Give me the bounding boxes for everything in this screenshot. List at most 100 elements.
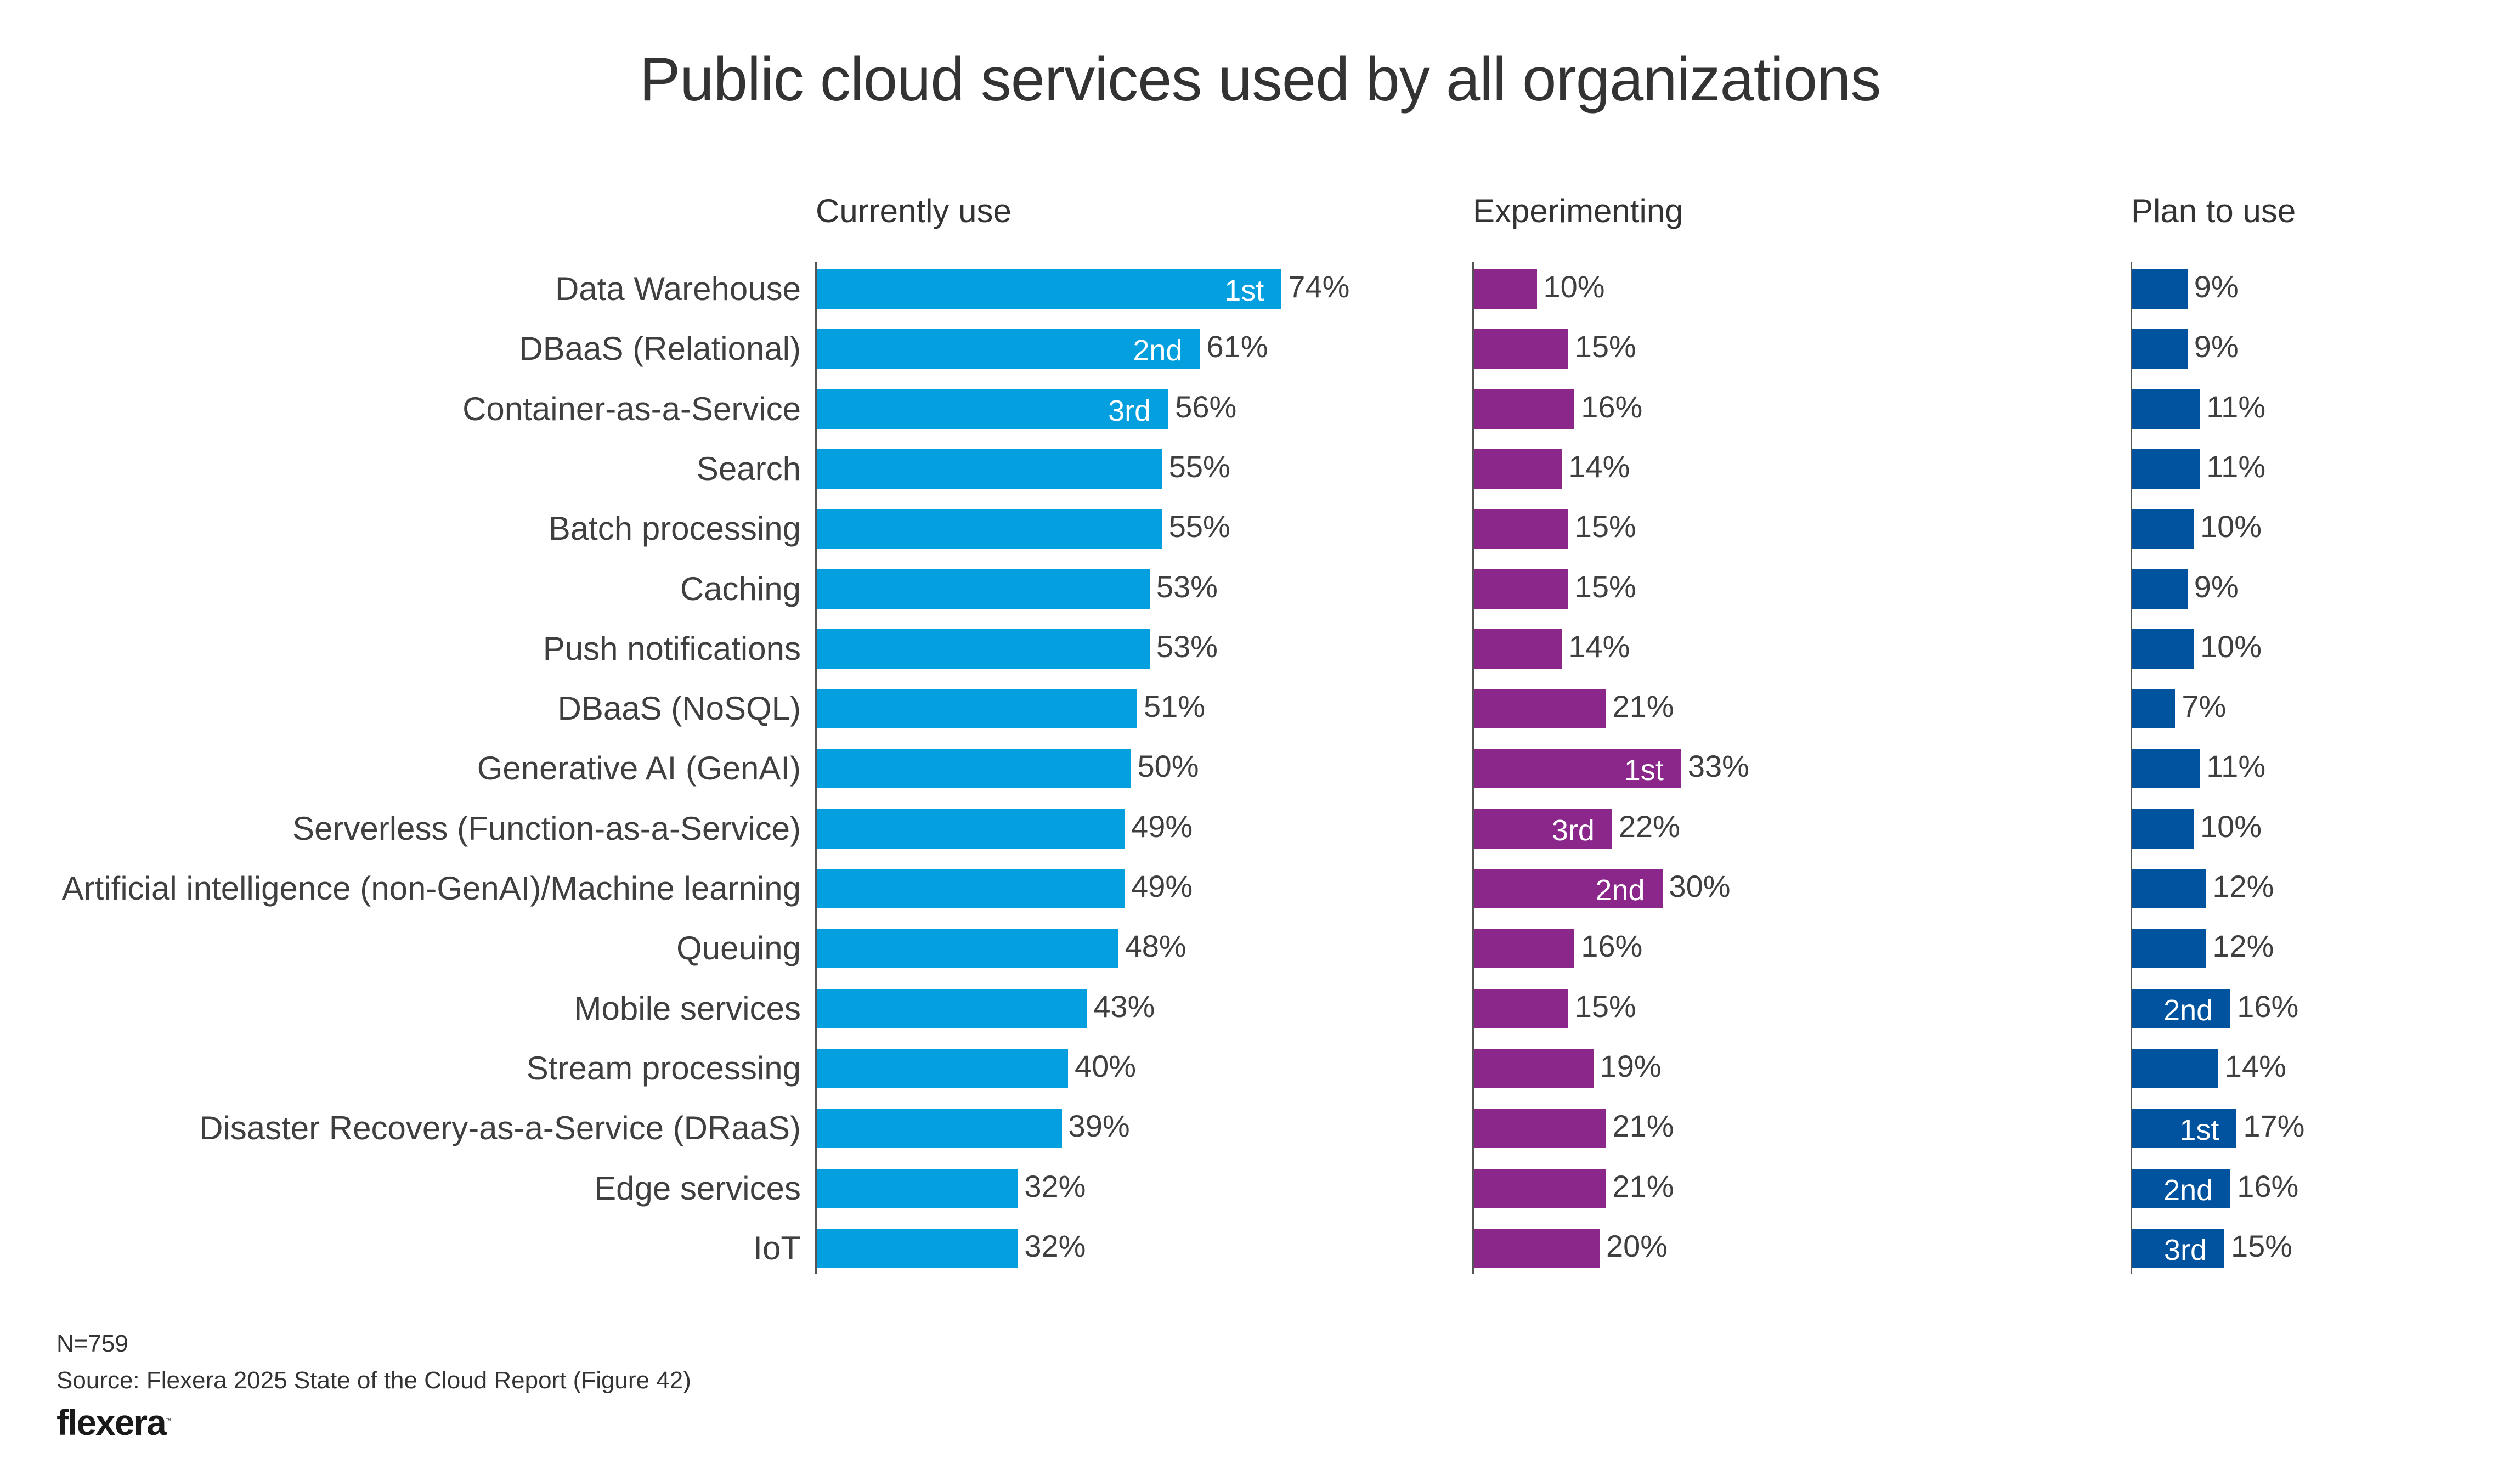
value-label-experimenting: 21% — [1612, 1168, 1674, 1203]
bar-plan-to-use — [2132, 929, 2206, 969]
rank-label-currently-use: 2nd — [1133, 334, 1183, 368]
bar-currently-use — [817, 629, 1150, 669]
bar-currently-use — [817, 389, 1169, 429]
bar-plan-to-use — [2132, 749, 2200, 789]
bar-currently-use — [817, 689, 1137, 729]
value-label-experimenting: 21% — [1612, 689, 1674, 724]
bar-currently-use — [817, 1109, 1062, 1149]
category-label: Generative AI (GenAI) — [477, 750, 801, 787]
bar-experimenting — [1474, 749, 1681, 789]
bar-experimenting — [1474, 809, 1612, 849]
bar-plan-to-use — [2132, 509, 2194, 549]
value-label-experimenting: 14% — [1568, 629, 1630, 664]
value-label-currently-use: 51% — [1143, 689, 1206, 724]
source-note: Source: Flexera 2025 State of the Cloud … — [56, 1367, 691, 1394]
rank-label-plan-to-use: 2nd — [2163, 993, 2213, 1027]
value-label-experimenting: 14% — [1568, 449, 1630, 484]
bar-experimenting — [1474, 1168, 1606, 1208]
value-label-experimenting: 15% — [1574, 569, 1636, 604]
bar-experimenting — [1474, 449, 1562, 489]
bar-plan-to-use — [2132, 869, 2206, 908]
category-label: Stream processing — [526, 1049, 801, 1087]
rank-label-plan-to-use: 3rd — [2163, 1233, 2207, 1267]
value-label-experimenting: 16% — [1581, 389, 1643, 424]
bar-plan-to-use — [2132, 689, 2176, 729]
bar-currently-use — [817, 1048, 1068, 1088]
rank-label-experimenting: 2nd — [1595, 874, 1645, 907]
bar-experimenting — [1474, 929, 1575, 969]
bar-plan-to-use — [2132, 389, 2200, 429]
rank-label-experimenting: 3rd — [1551, 813, 1595, 847]
column-header-experimenting: Experimenting — [1473, 193, 1683, 229]
value-label-plan-to-use: 11% — [2206, 449, 2266, 484]
value-label-plan-to-use: 12% — [2212, 929, 2274, 964]
bar-currently-use — [817, 929, 1118, 969]
value-label-experimenting: 20% — [1606, 1228, 1668, 1263]
value-label-currently-use: 53% — [1156, 569, 1218, 604]
value-label-currently-use: 48% — [1125, 929, 1186, 964]
value-label-experimenting: 21% — [1612, 1109, 1674, 1144]
bar-plan-to-use — [2132, 1228, 2224, 1268]
bar-plan-to-use — [2132, 809, 2194, 849]
category-label: DBaaS (NoSQL) — [557, 690, 801, 727]
bar-currently-use — [817, 569, 1150, 609]
value-label-currently-use: 61% — [1206, 329, 1268, 364]
category-label: Edge services — [594, 1169, 801, 1207]
value-label-experimenting: 15% — [1574, 329, 1636, 364]
value-label-plan-to-use: 10% — [2200, 809, 2262, 844]
value-label-currently-use: 39% — [1068, 1109, 1130, 1144]
category-label: Disaster Recovery-as-a-Service (DRaaS) — [199, 1110, 801, 1147]
bar-experimenting — [1474, 389, 1575, 429]
value-label-currently-use: 56% — [1175, 389, 1237, 424]
value-label-plan-to-use: 10% — [2200, 509, 2262, 544]
value-label-experimenting: 10% — [1543, 269, 1605, 304]
category-label: Search — [696, 450, 801, 487]
axis-line-experimenting — [1472, 262, 1474, 1274]
value-label-currently-use: 49% — [1131, 809, 1193, 844]
bar-plan-to-use — [2132, 269, 2188, 309]
column-header-plan-to-use: Plan to use — [2131, 193, 2296, 229]
bar-experimenting — [1474, 569, 1568, 609]
trademark-mark: ™ — [165, 1418, 171, 1424]
value-label-plan-to-use: 16% — [2237, 988, 2299, 1024]
value-label-currently-use: 49% — [1131, 869, 1193, 903]
bar-plan-to-use — [2132, 629, 2194, 669]
value-label-currently-use: 43% — [1093, 988, 1155, 1024]
bar-plan-to-use — [2132, 449, 2200, 489]
value-label-plan-to-use: 9% — [2194, 569, 2239, 604]
rank-label-plan-to-use: 1st — [2179, 1113, 2219, 1147]
bar-experimenting — [1474, 1228, 1600, 1268]
bar-experimenting — [1474, 629, 1562, 669]
category-label: Data Warehouse — [555, 270, 801, 307]
bar-experimenting — [1474, 1109, 1606, 1149]
value-label-plan-to-use: 9% — [2194, 329, 2239, 364]
value-label-experimenting: 15% — [1574, 988, 1636, 1024]
category-label: DBaaS (Relational) — [519, 330, 801, 368]
sample-size-note: N=759 — [56, 1330, 128, 1357]
value-label-plan-to-use: 9% — [2194, 269, 2239, 304]
value-label-plan-to-use: 7% — [2182, 689, 2227, 724]
rank-label-plan-to-use: 2nd — [2163, 1173, 2213, 1207]
chart-title: Public cloud services used by all organi… — [639, 45, 1881, 114]
value-label-plan-to-use: 11% — [2206, 389, 2266, 424]
bar-currently-use — [817, 749, 1131, 789]
value-label-experimenting: 22% — [1618, 809, 1680, 844]
bar-experimenting — [1474, 509, 1568, 549]
bar-currently-use — [817, 988, 1087, 1028]
bar-plan-to-use — [2132, 329, 2188, 369]
bar-currently-use — [817, 869, 1125, 908]
bar-currently-use — [817, 1168, 1018, 1208]
bar-plan-to-use — [2132, 1048, 2218, 1088]
bar-currently-use — [817, 449, 1162, 489]
bar-experimenting — [1474, 869, 1663, 908]
value-label-currently-use: 53% — [1156, 629, 1218, 664]
category-label: Artificial intelligence (non-GenAI)/Mach… — [61, 870, 801, 907]
value-label-currently-use: 55% — [1168, 449, 1230, 484]
rank-label-currently-use: 3rd — [1108, 394, 1151, 427]
bar-experimenting — [1474, 1048, 1594, 1088]
value-label-plan-to-use: 12% — [2212, 869, 2274, 903]
bar-experimenting — [1474, 329, 1568, 369]
value-label-plan-to-use: 16% — [2237, 1168, 2299, 1203]
value-label-currently-use: 32% — [1024, 1168, 1086, 1203]
rank-label-experimenting: 1st — [1624, 754, 1664, 787]
